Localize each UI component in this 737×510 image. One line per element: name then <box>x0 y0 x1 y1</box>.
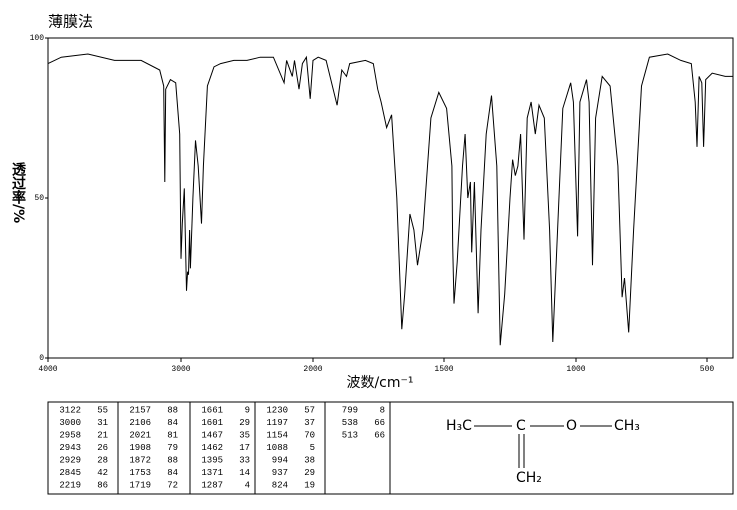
peak-transmittance: 21 <box>97 430 108 440</box>
peak-transmittance: 5 <box>310 443 315 453</box>
peak-wavenumber: 2106 <box>129 418 151 428</box>
peak-wavenumber: 1601 <box>201 418 223 428</box>
peak-wavenumber: 937 <box>272 468 288 478</box>
peak-transmittance: 84 <box>167 468 178 478</box>
peak-wavenumber: 1154 <box>266 430 288 440</box>
peak-transmittance: 70 <box>304 430 315 440</box>
peak-wavenumber: 2157 <box>129 405 151 415</box>
peak-transmittance: 66 <box>374 430 385 440</box>
x-tick-label: 2000 <box>303 365 322 374</box>
peak-transmittance: 37 <box>304 418 315 428</box>
peak-wavenumber: 2021 <box>129 430 151 440</box>
peak-wavenumber: 994 <box>272 455 288 465</box>
y-tick-label: 50 <box>34 194 44 203</box>
peak-transmittance: 84 <box>167 418 178 428</box>
peak-transmittance: 66 <box>374 418 385 428</box>
peak-transmittance: 28 <box>97 455 108 465</box>
peak-transmittance: 35 <box>239 430 250 440</box>
peak-transmittance: 88 <box>167 455 178 465</box>
peak-wavenumber: 1872 <box>129 455 151 465</box>
x-tick-label: 500 <box>700 365 715 374</box>
peak-transmittance: 26 <box>97 443 108 453</box>
x-tick-label: 3000 <box>171 365 190 374</box>
peak-transmittance: 14 <box>239 468 250 478</box>
spectrum-line <box>47 53 733 346</box>
peak-wavenumber: 824 <box>272 480 288 490</box>
peak-transmittance: 8 <box>380 405 385 415</box>
peak-transmittance: 42 <box>97 468 108 478</box>
peak-transmittance: 19 <box>304 480 315 490</box>
peak-wavenumber: 1908 <box>129 443 151 453</box>
atom-label: CH₂ <box>516 470 542 486</box>
peak-wavenumber: 538 <box>342 418 358 428</box>
x-tick-label: 1000 <box>566 365 585 374</box>
peak-transmittance: 9 <box>245 405 250 415</box>
peak-wavenumber: 1753 <box>129 468 151 478</box>
peak-transmittance: 86 <box>97 480 108 490</box>
peak-wavenumber: 1287 <box>201 480 223 490</box>
peak-wavenumber: 513 <box>342 430 358 440</box>
peak-transmittance: 31 <box>97 418 108 428</box>
chart-title: 薄膜法 <box>48 13 93 31</box>
peak-transmittance: 55 <box>97 405 108 415</box>
peak-wavenumber: 1661 <box>201 405 223 415</box>
peak-wavenumber: 2958 <box>59 430 81 440</box>
y-axis-label: 透过率/% <box>10 162 26 223</box>
peak-transmittance: 29 <box>239 418 250 428</box>
y-tick-label: 100 <box>30 34 45 43</box>
atom-label: O <box>566 418 577 434</box>
x-tick-label: 4000 <box>38 365 57 374</box>
peak-wavenumber: 1462 <box>201 443 223 453</box>
peak-transmittance: 38 <box>304 455 315 465</box>
peak-transmittance: 88 <box>167 405 178 415</box>
peak-transmittance: 72 <box>167 480 178 490</box>
atom-label: C <box>516 418 526 434</box>
peak-transmittance: 57 <box>304 405 315 415</box>
peak-transmittance: 29 <box>304 468 315 478</box>
peak-wavenumber: 2219 <box>59 480 81 490</box>
y-tick-label: 0 <box>39 354 44 363</box>
peak-wavenumber: 1197 <box>266 418 288 428</box>
peak-wavenumber: 1719 <box>129 480 151 490</box>
peak-wavenumber: 1395 <box>201 455 223 465</box>
structure: H₃C C O CH₃ CH₂ <box>446 418 640 486</box>
x-axis-label: 波数/cm⁻¹ <box>346 375 413 391</box>
atom-label: CH₃ <box>614 418 640 434</box>
peak-wavenumber: 3000 <box>59 418 81 428</box>
peak-wavenumber: 1467 <box>201 430 223 440</box>
peak-wavenumber: 799 <box>342 405 358 415</box>
peak-transmittance: 17 <box>239 443 250 453</box>
peak-transmittance: 81 <box>167 430 178 440</box>
peak-wavenumber: 1230 <box>266 405 288 415</box>
peak-wavenumber: 2929 <box>59 455 81 465</box>
peak-wavenumber: 2845 <box>59 468 81 478</box>
peak-transmittance: 33 <box>239 455 250 465</box>
peak-wavenumber: 2943 <box>59 443 81 453</box>
peak-transmittance: 4 <box>245 480 250 490</box>
x-tick-label: 1500 <box>434 365 453 374</box>
peak-wavenumber: 1371 <box>201 468 223 478</box>
peak-wavenumber: 1088 <box>266 443 288 453</box>
peak-transmittance: 79 <box>167 443 178 453</box>
atom-label: H₃C <box>446 418 472 434</box>
peak-wavenumber: 3122 <box>59 405 81 415</box>
